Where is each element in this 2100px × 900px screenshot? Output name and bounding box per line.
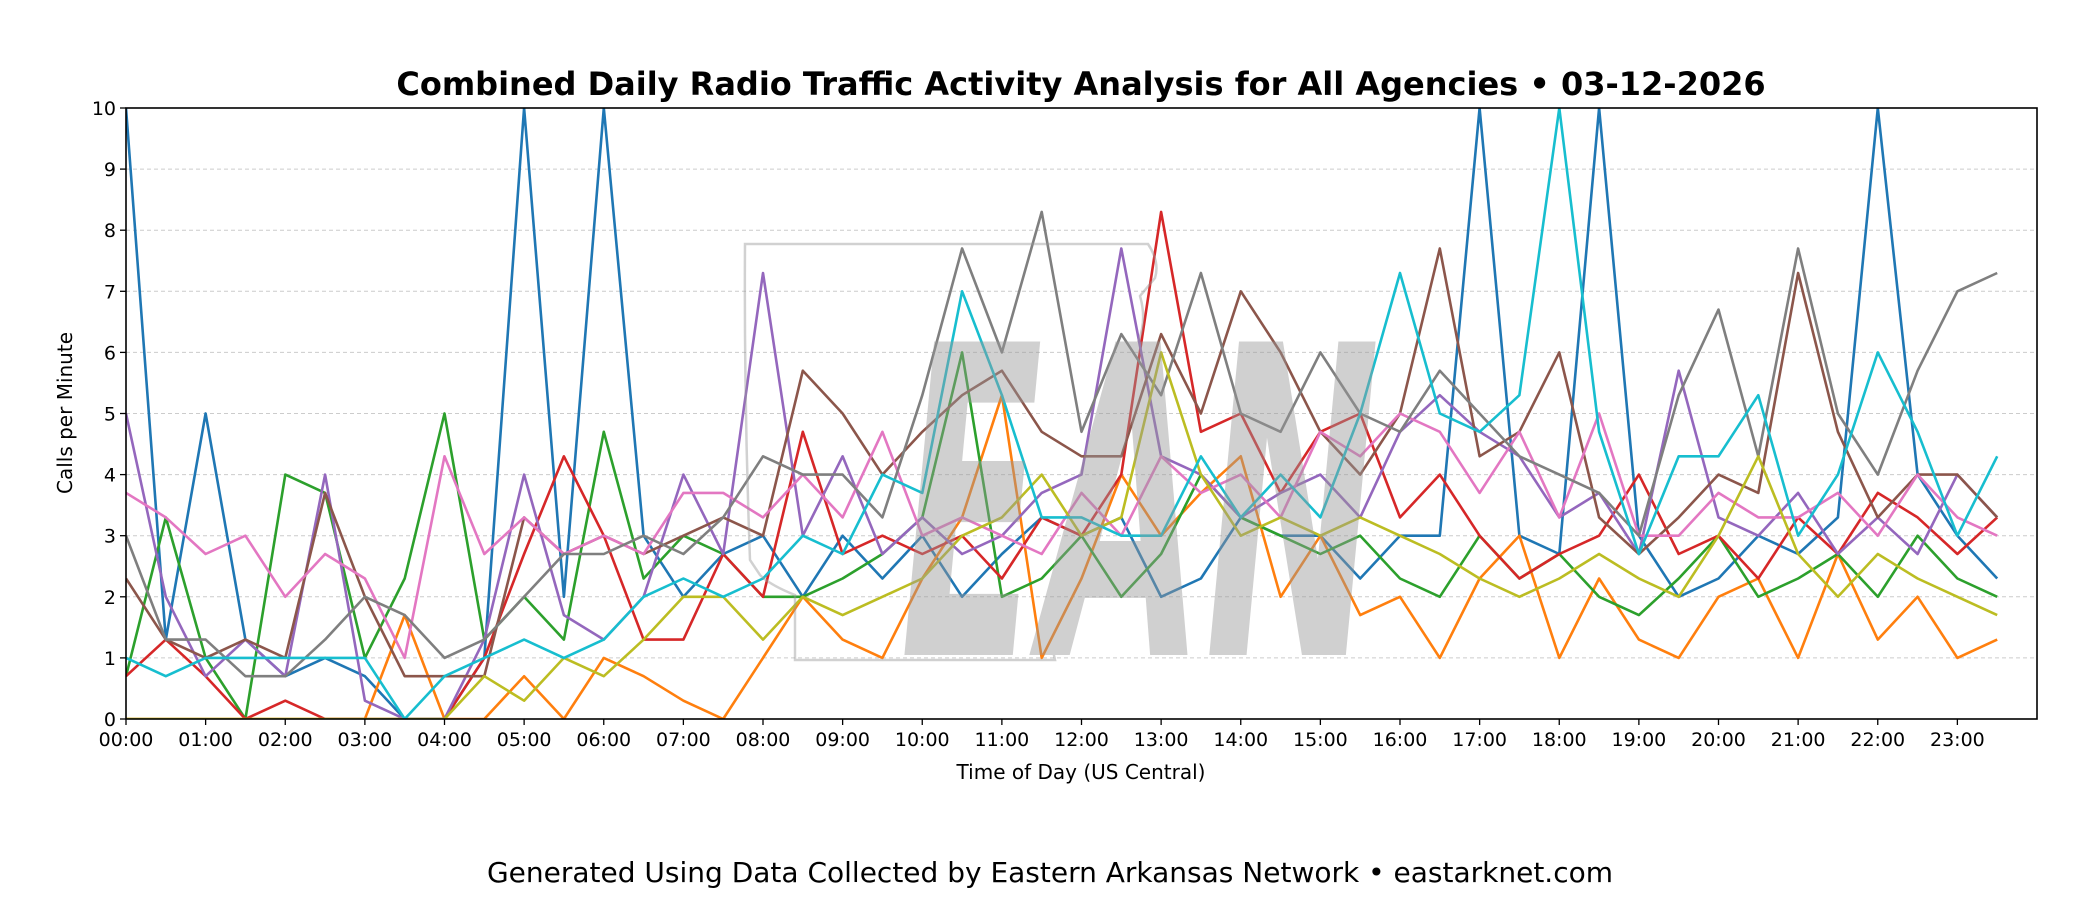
series-line-5 xyxy=(126,247,1999,719)
watermark-text: EAN xyxy=(900,257,1380,757)
series-line-8 xyxy=(126,210,1998,678)
x-tick-label: 06:00 xyxy=(576,729,631,751)
series-line-9 xyxy=(126,351,1998,719)
x-tick-label: 00:00 xyxy=(99,729,154,751)
y-tick-label: 8 xyxy=(104,220,116,242)
x-tick-label: 11:00 xyxy=(974,729,1029,751)
x-tick-label: 19:00 xyxy=(1611,729,1666,751)
x-tick-label: 13:00 xyxy=(1134,729,1189,751)
y-tick-label: 7 xyxy=(104,281,116,303)
y-tick-label: 4 xyxy=(104,465,116,487)
x-tick-label: 07:00 xyxy=(656,729,711,751)
x-tick-label: 02:00 xyxy=(258,729,313,751)
y-axis-label: Calls per Minute xyxy=(53,332,77,494)
series-lines xyxy=(126,108,1999,719)
x-tick-label: 05:00 xyxy=(497,729,552,751)
y-tick-label: 1 xyxy=(104,648,116,670)
y-tick-label: 0 xyxy=(104,709,116,731)
series-line-3 xyxy=(126,351,1998,719)
x-tick-label: 22:00 xyxy=(1850,729,1905,751)
x-axis: 00:00 01:00 02:00 03:00 04:00 05:00 06:00 07:00… xyxy=(99,719,1985,751)
x-tick-label: 20:00 xyxy=(1691,729,1746,751)
y-tick-label: 9 xyxy=(104,159,116,181)
series-line-6 xyxy=(126,247,1999,678)
chart-title: Combined Daily Radio Traffic Activity An… xyxy=(396,65,1765,103)
x-tick-label: 08:00 xyxy=(736,729,791,751)
x-tick-label: 01:00 xyxy=(178,729,233,751)
x-tick-label: 10:00 xyxy=(895,729,950,751)
y-tick-label: 5 xyxy=(104,404,116,426)
arkansas-outline-icon xyxy=(743,242,1158,662)
y-tick-label: 10 xyxy=(92,98,116,120)
series-line-4 xyxy=(126,210,1999,719)
footer-credit: Generated Using Data Collected by Easter… xyxy=(487,856,1613,889)
x-tick-label: 14:00 xyxy=(1213,729,1268,751)
y-tick-label: 3 xyxy=(104,526,116,548)
y-tick-label: 6 xyxy=(104,342,116,364)
y-axis: 0 1 2 3 4 5 6 7 8 9 10 xyxy=(92,98,126,731)
series-line-7 xyxy=(126,412,1998,660)
series-line-2 xyxy=(126,393,1998,719)
x-tick-label: 21:00 xyxy=(1771,729,1826,751)
x-tick-label: 23:00 xyxy=(1930,729,1985,751)
x-tick-label: 16:00 xyxy=(1373,729,1428,751)
x-tick-label: 17:00 xyxy=(1452,729,1507,751)
x-tick-label: 15:00 xyxy=(1293,729,1348,751)
x-tick-label: 03:00 xyxy=(337,729,392,751)
x-tick-label: 09:00 xyxy=(815,729,870,751)
ean-logo-watermark: EAN xyxy=(743,242,1380,757)
series-line-10 xyxy=(126,108,1999,719)
x-tick-label: 12:00 xyxy=(1054,729,1109,751)
x-tick-label: 18:00 xyxy=(1532,729,1587,751)
x-tick-label: 04:00 xyxy=(417,729,472,751)
y-tick-label: 2 xyxy=(104,587,116,609)
x-axis-label: Time of Day (US Central) xyxy=(956,760,1206,784)
